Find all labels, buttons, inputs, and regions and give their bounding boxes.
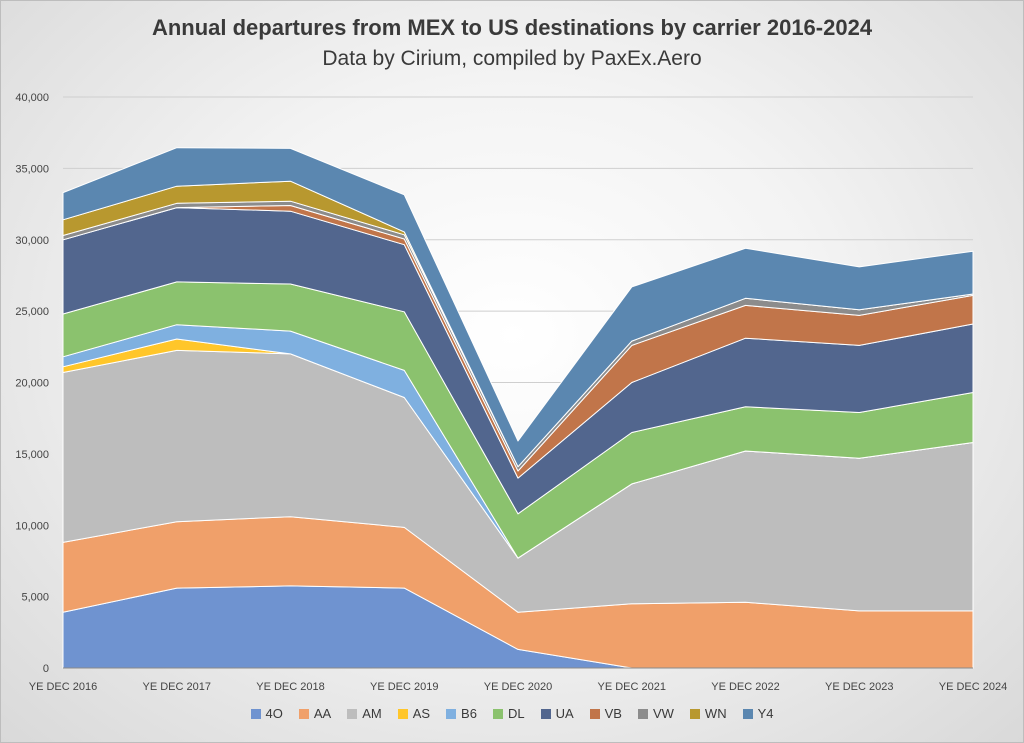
- x-tick-label: YE DEC 2021: [598, 681, 666, 693]
- area-y4: [62, 147, 974, 468]
- chart-title: Annual departures from MEX to US destina…: [151, 15, 873, 40]
- legend-label: DL: [507, 706, 525, 721]
- legend-item-4o: 4O: [250, 706, 283, 721]
- legend-label: UA: [555, 706, 574, 721]
- y-tick-label: 5,000: [21, 592, 49, 604]
- x-tick-label: YE DEC 2024: [939, 681, 1007, 693]
- legend-swatch: [347, 708, 358, 719]
- legend-label: AS: [412, 706, 431, 721]
- y-tick-label: 40,000: [15, 92, 49, 104]
- legend-item-aa: AA: [298, 706, 332, 721]
- legend-label: B6: [461, 706, 477, 721]
- y-tick-label: 10,000: [15, 520, 49, 532]
- legend-label: Y4: [757, 706, 774, 721]
- y-tick-label: 30,000: [15, 235, 49, 247]
- legend-swatch: [250, 708, 261, 719]
- legend-label: WN: [704, 706, 727, 721]
- legend-item-b6: B6: [446, 706, 477, 721]
- legend-item-as: AS: [397, 706, 431, 721]
- legend-swatch: [492, 708, 503, 719]
- x-tick-label: YE DEC 2020: [484, 681, 552, 693]
- legend-item-vw: VW: [637, 706, 674, 721]
- y-tick-label: 25,000: [15, 306, 49, 318]
- x-tick-label: YE DEC 2016: [29, 681, 97, 693]
- x-tick-label: YE DEC 2017: [143, 681, 211, 693]
- legend-label: VW: [652, 706, 674, 721]
- y-tick-label: 35,000: [15, 163, 49, 175]
- legend-swatch: [637, 708, 648, 719]
- legend-label: AA: [313, 706, 332, 721]
- legend: 4O AA AM AS B6 DL UA VB VW WN Y4: [1, 706, 1023, 721]
- legend-label: 4O: [265, 706, 283, 721]
- legend-item-dl: DL: [492, 706, 525, 721]
- y-tick-label: 0: [43, 663, 49, 675]
- legend-swatch: [742, 708, 753, 719]
- legend-swatch: [446, 708, 457, 719]
- legend-item-wn: WN: [689, 706, 727, 721]
- x-tick-label: YE DEC 2019: [370, 681, 438, 693]
- axes: 0 5,000 10,000 15,000 20,000 25,000 30,000 35,0…: [15, 92, 1007, 693]
- legend-item-vb: VB: [589, 706, 622, 721]
- legend-label: AM: [362, 706, 382, 721]
- legend-swatch: [589, 708, 600, 719]
- legend-item-ua: UA: [540, 706, 574, 721]
- x-tick-label: YE DEC 2022: [711, 681, 779, 693]
- legend-label: VB: [604, 706, 622, 721]
- x-tick-label: YE DEC 2023: [825, 681, 893, 693]
- x-tick-label: YE DEC 2018: [256, 681, 324, 693]
- legend-item-y4: Y4: [742, 706, 774, 721]
- legend-swatch: [540, 708, 551, 719]
- legend-swatch: [689, 708, 700, 719]
- legend-swatch: [397, 708, 408, 719]
- legend-swatch: [298, 708, 309, 719]
- y-tick-label: 20,000: [15, 378, 49, 390]
- y-tick-label: 15,000: [15, 449, 49, 461]
- area-series: [62, 147, 974, 669]
- chart-subtitle: Data by Cirium, compiled by PaxEx.Aero: [322, 47, 702, 70]
- legend-item-am: AM: [347, 706, 382, 721]
